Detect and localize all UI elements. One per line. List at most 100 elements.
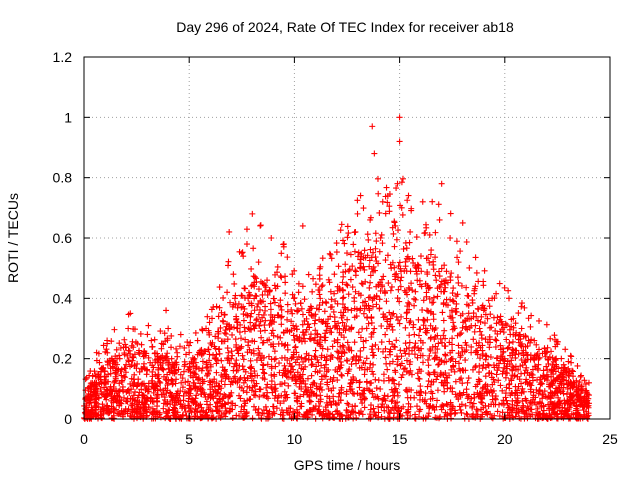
roti-point xyxy=(145,322,152,329)
roti-point xyxy=(319,282,326,289)
roti-point xyxy=(337,397,344,404)
roti-point xyxy=(415,375,422,382)
roti-point xyxy=(518,300,525,307)
roti-point xyxy=(198,367,205,374)
roti-point xyxy=(376,305,383,312)
roti-point xyxy=(251,383,258,390)
roti-point xyxy=(219,373,226,380)
roti-point xyxy=(281,342,288,349)
roti-point xyxy=(262,317,269,324)
roti-point xyxy=(474,317,481,324)
roti-point xyxy=(459,324,466,331)
roti-point xyxy=(463,410,470,417)
roti-point xyxy=(366,284,373,291)
roti-point xyxy=(508,377,515,384)
roti-point xyxy=(447,349,454,356)
roti-point xyxy=(388,265,395,272)
roti-point xyxy=(365,320,372,327)
roti-point xyxy=(438,180,445,187)
roti-point xyxy=(247,364,254,371)
roti-point xyxy=(421,230,428,237)
roti-point xyxy=(400,245,407,252)
roti-point xyxy=(544,356,551,363)
roti-point xyxy=(270,332,277,339)
roti-point xyxy=(560,390,567,397)
roti-point xyxy=(229,406,236,413)
roti-point xyxy=(194,337,201,344)
roti-point xyxy=(393,185,400,192)
roti-point xyxy=(500,349,507,356)
roti-point xyxy=(103,396,110,403)
roti-point xyxy=(372,230,379,237)
roti-point xyxy=(423,307,430,314)
x-axis-label: GPS time / hours xyxy=(294,457,401,473)
roti-point xyxy=(180,397,187,404)
roti-point xyxy=(199,326,206,333)
roti-point xyxy=(206,351,213,358)
roti-point xyxy=(395,381,402,388)
roti-point xyxy=(491,364,498,371)
roti-point xyxy=(389,358,396,365)
roti-point xyxy=(327,288,334,295)
roti-point xyxy=(311,320,318,327)
roti-point xyxy=(497,357,504,364)
roti-point xyxy=(312,317,319,324)
roti-point xyxy=(367,279,374,286)
roti-point xyxy=(323,327,330,334)
roti-point xyxy=(183,412,190,419)
roti-point xyxy=(478,332,485,339)
roti-point xyxy=(447,384,454,391)
roti-point xyxy=(98,411,105,418)
roti-point xyxy=(334,354,341,361)
roti-point xyxy=(191,355,198,362)
roti-point xyxy=(553,415,560,422)
roti-point xyxy=(321,308,328,315)
roti-point xyxy=(442,352,449,359)
roti-point xyxy=(344,282,351,289)
roti-point xyxy=(297,300,304,307)
roti-point xyxy=(462,339,469,346)
roti-point xyxy=(220,318,227,325)
roti-point xyxy=(522,332,529,339)
roti-point xyxy=(307,384,314,391)
roti-point xyxy=(569,367,576,374)
roti-point xyxy=(506,339,513,346)
roti-point xyxy=(294,308,301,315)
roti-point xyxy=(215,413,222,420)
roti-point xyxy=(248,387,255,394)
roti-point xyxy=(435,340,442,347)
roti-point xyxy=(431,326,438,333)
roti-point xyxy=(443,268,450,275)
roti-point xyxy=(123,361,130,368)
roti-point xyxy=(454,291,461,298)
roti-point xyxy=(324,393,331,400)
roti-point xyxy=(315,406,322,413)
roti-point xyxy=(380,348,387,355)
roti-point xyxy=(434,373,441,380)
roti-point xyxy=(150,398,157,405)
roti-point xyxy=(195,402,202,409)
roti-point xyxy=(464,379,471,386)
roti-point xyxy=(373,238,380,245)
roti-point xyxy=(570,411,577,418)
roti-point xyxy=(258,352,265,359)
roti-point xyxy=(125,386,132,393)
roti-point xyxy=(558,355,565,362)
roti-point xyxy=(366,263,373,270)
roti-point xyxy=(168,355,175,362)
roti-point xyxy=(526,372,533,379)
roti-point xyxy=(528,406,535,413)
roti-point xyxy=(120,388,127,395)
roti-point xyxy=(200,378,207,385)
roti-point xyxy=(271,371,278,378)
roti-point xyxy=(257,318,264,325)
roti-point xyxy=(218,378,225,385)
roti-point xyxy=(305,356,312,363)
roti-point xyxy=(482,311,489,318)
roti-point xyxy=(204,372,211,379)
roti-point xyxy=(503,322,510,329)
roti-point xyxy=(531,357,538,364)
roti-point xyxy=(342,305,349,312)
roti-point xyxy=(442,379,449,386)
roti-point xyxy=(91,379,98,386)
